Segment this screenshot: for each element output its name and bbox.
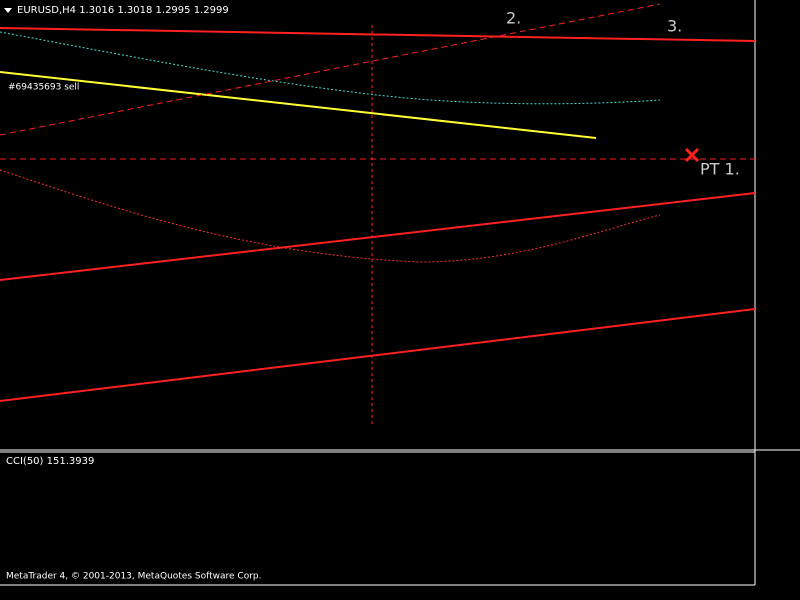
text-layer: EURUSD,H4 1.3016 1.3018 1.2995 1.2999 #6… xyxy=(4,5,740,582)
copyright: MetaTrader 4, © 2001-2013, MetaQuotes So… xyxy=(6,572,262,582)
fib-diagonal xyxy=(0,3,661,136)
ma-line xyxy=(0,31,661,105)
indicator-title: CCI(50) 151.3939 xyxy=(6,456,94,467)
trend-line xyxy=(0,27,756,42)
target-label: PT 1. xyxy=(700,160,740,179)
channel-line xyxy=(0,192,756,281)
trend-line xyxy=(0,71,597,139)
chart-title: EURUSD,H4 1.3016 1.3018 1.2995 1.2999 xyxy=(17,5,229,16)
ma-line xyxy=(0,169,661,263)
order-label: #69435693 sell xyxy=(8,83,79,93)
wave-label: 3. xyxy=(667,17,682,36)
wave-label: 2. xyxy=(506,9,521,28)
channel-line xyxy=(0,308,756,402)
menu-arrow xyxy=(4,8,12,13)
target-cross xyxy=(684,147,700,163)
